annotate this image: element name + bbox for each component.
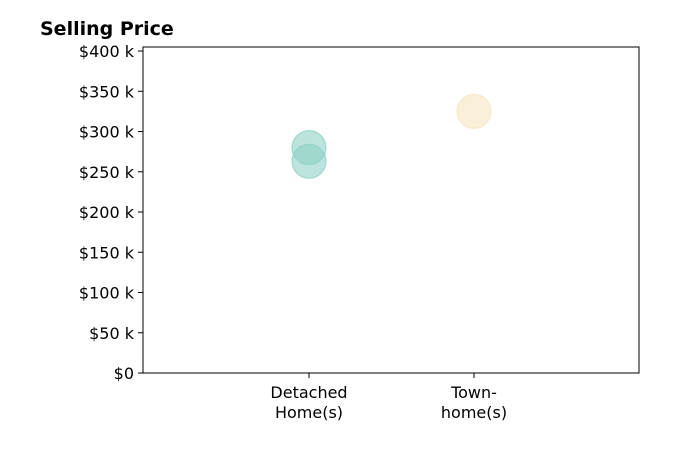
data-points [291, 93, 492, 179]
y-tick-label: $400 k [79, 42, 135, 61]
y-tick-label: $350 k [79, 82, 135, 101]
y-axis: $0 $50 k $100 k $150 k $200 k $250 k $300 k $35… [79, 42, 143, 383]
y-tick-label: $200 k [79, 203, 135, 222]
y-tick-label: $250 k [79, 163, 135, 182]
y-tick-label: $300 k [79, 123, 135, 142]
x-category-label: Town- [450, 383, 497, 402]
y-tick-label: $0 [114, 364, 134, 383]
data-point [291, 143, 327, 179]
y-tick-label: $150 k [79, 243, 135, 262]
y-tick-label: $50 k [89, 324, 135, 343]
x-category-label: home(s) [441, 403, 507, 422]
plot-area-frame [142, 46, 640, 374]
chart-title: Selling Price [40, 18, 174, 40]
x-category-label: Detached [270, 383, 347, 402]
y-tick-label: $100 k [79, 284, 135, 303]
data-point [456, 93, 492, 129]
x-category-label: Home(s) [275, 403, 343, 422]
